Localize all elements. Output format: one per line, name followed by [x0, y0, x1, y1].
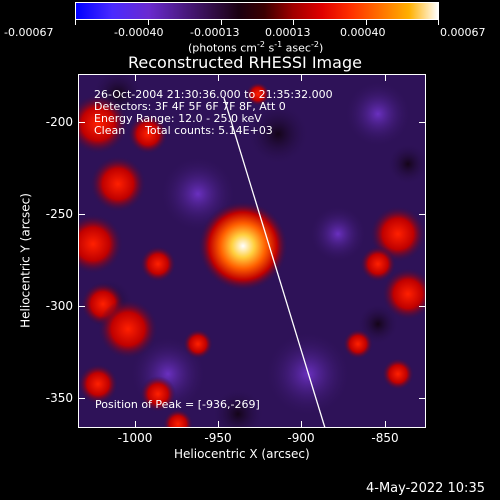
x-tick-label: -900 — [287, 431, 315, 445]
colorbar-tick — [148, 20, 149, 25]
x-axis-label: Heliocentric X (arcsec) — [174, 447, 310, 461]
colorbar-tick-label: -0.00013 — [190, 26, 240, 39]
colorbar-tick — [438, 20, 439, 25]
colorbar-tick-label: 0.00040 — [340, 26, 386, 39]
info-total-counts: Total counts: 5.14E+03 — [145, 124, 273, 137]
x-tick — [385, 421, 386, 428]
x-tick — [135, 421, 136, 428]
y-tick-right — [419, 306, 426, 307]
colorbar-tick — [293, 20, 294, 25]
y-tick-label: -200 — [45, 115, 73, 129]
y-tick — [78, 398, 85, 399]
peak-value: [-936,-269] — [197, 398, 260, 411]
colorbar-tick — [75, 20, 76, 25]
peak-position: Position of Peak = [-936,-269] — [95, 398, 260, 411]
info-algorithm: Clean — [94, 124, 126, 137]
plot-frame — [78, 74, 426, 428]
y-tick-label: -250 — [45, 207, 73, 221]
y-tick — [78, 122, 85, 123]
y-tick-right — [419, 122, 426, 123]
image-svg — [78, 74, 426, 428]
y-tick-right — [419, 398, 426, 399]
y-tick-right — [419, 214, 426, 215]
y-tick-label: -300 — [45, 299, 73, 313]
timestamp: 4-May-2022 10:35 — [366, 481, 485, 496]
x-tick-label: -850 — [371, 431, 399, 445]
x-tick-top — [218, 74, 219, 81]
rhessi-image — [78, 74, 426, 428]
colorbar-tick — [221, 20, 222, 25]
x-tick-label: -1000 — [117, 431, 153, 445]
x-tick — [218, 421, 219, 428]
y-tick — [78, 306, 85, 307]
info-time-range: 26-Oct-2004 21:30:36.000 to 21:35:32.000 — [94, 88, 333, 101]
colorbar-tick-label: 0.00067 — [440, 26, 486, 39]
info-energy-range: Energy Range: 12.0 - 25.0 keV — [94, 112, 262, 125]
colorbar-tick-label: -0.00067 — [4, 26, 54, 39]
x-tick-label: -950 — [204, 431, 232, 445]
colorbar-tick-label: 0.00013 — [265, 26, 311, 39]
x-tick — [301, 421, 302, 428]
colorbar-unit-label: (photons cm-2 s-1 asec-2) — [188, 40, 324, 55]
colorbar-tick-label: -0.00040 — [114, 26, 164, 39]
colorbar — [75, 2, 439, 20]
plot-title: Reconstructed RHESSI Image — [128, 53, 362, 72]
x-tick-top — [135, 74, 136, 81]
y-axis-label: Heliocentric Y (arcsec) — [18, 193, 33, 328]
x-tick-top — [385, 74, 386, 81]
info-detectors: Detectors: 3F 4F 5F 6F 7F 8F, Att 0 — [94, 100, 286, 113]
y-tick-label: -350 — [45, 391, 73, 405]
y-tick — [78, 214, 85, 215]
colorbar-tick — [366, 20, 367, 25]
x-tick-top — [301, 74, 302, 81]
